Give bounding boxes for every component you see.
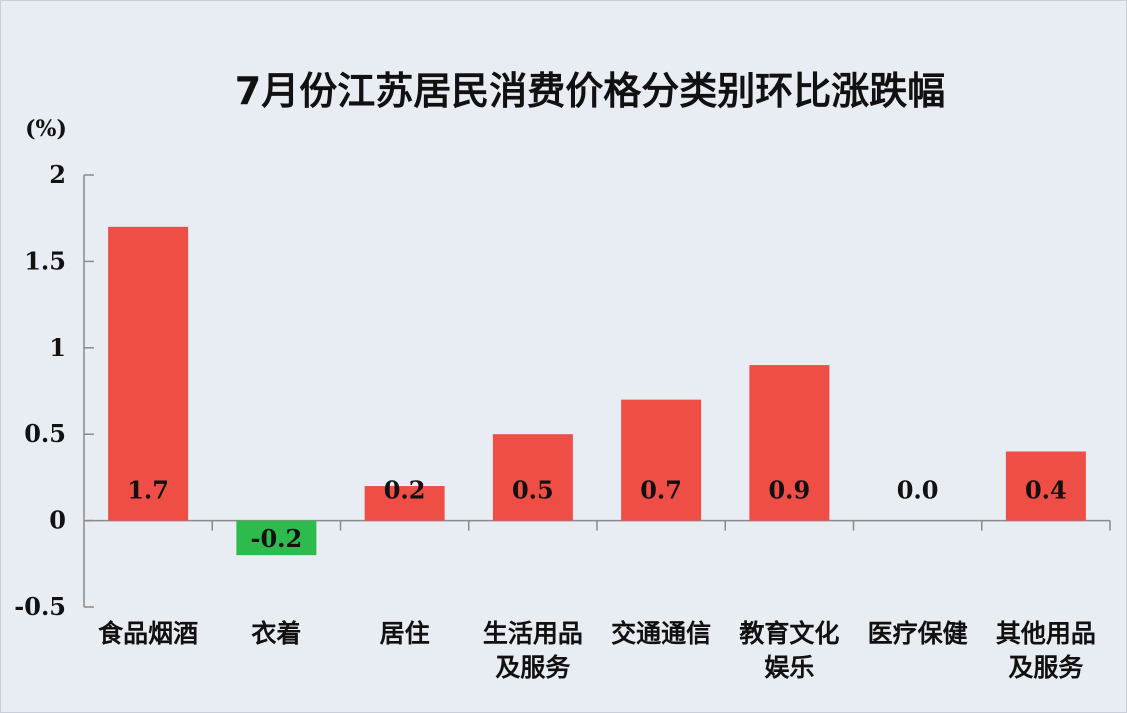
- category-label: 医疗保健: [868, 619, 968, 648]
- y-tick-label: -0.5: [14, 592, 66, 621]
- data-label: 0.9: [768, 476, 810, 505]
- category-label: 教育文化: [739, 619, 839, 648]
- y-tick-label: 1: [49, 333, 66, 362]
- bar: [621, 399, 702, 521]
- bar: [236, 520, 317, 556]
- data-label: -0.2: [251, 524, 303, 553]
- bar: [492, 434, 573, 521]
- category-label: 食品烟酒: [98, 619, 198, 648]
- data-label: 0.7: [640, 476, 682, 505]
- data-label: 0.2: [384, 476, 426, 505]
- y-tick-label: 1.5: [24, 246, 66, 275]
- category-label: 其他用品: [996, 619, 1096, 648]
- category-label: 及服务: [1008, 653, 1083, 682]
- bar: [749, 365, 830, 521]
- category-label: 衣着: [251, 619, 301, 648]
- bar: [1005, 451, 1086, 521]
- data-labels: 1.7 -0.2 0.2 0.5 0.7 0.9 0.0 0.4: [127, 476, 1067, 553]
- bar: [108, 226, 189, 521]
- y-tick-label: 2: [49, 160, 66, 189]
- y-tick-label: 0: [49, 506, 66, 535]
- y-tick-label: 0.5: [24, 419, 66, 448]
- category-label: 生活用品: [483, 619, 583, 648]
- category-label: 居住: [380, 619, 430, 648]
- axes: -0.5 0 0.5 1 1.5 2: [14, 160, 1111, 621]
- data-label: 1.7: [127, 476, 169, 505]
- data-label: 0.4: [1025, 476, 1067, 505]
- bar: [364, 486, 445, 521]
- data-label: 0.0: [897, 476, 939, 505]
- chart-title: 7月份江苏居民消费价格分类别环比涨跌幅: [235, 69, 945, 113]
- bars: [108, 226, 1086, 556]
- y-axis-unit-label: (%): [25, 116, 67, 142]
- data-label: 0.5: [512, 476, 554, 505]
- category-label: 交通通信: [611, 619, 711, 648]
- category-label: 及服务: [495, 653, 570, 682]
- category-label: 娱乐: [764, 653, 814, 682]
